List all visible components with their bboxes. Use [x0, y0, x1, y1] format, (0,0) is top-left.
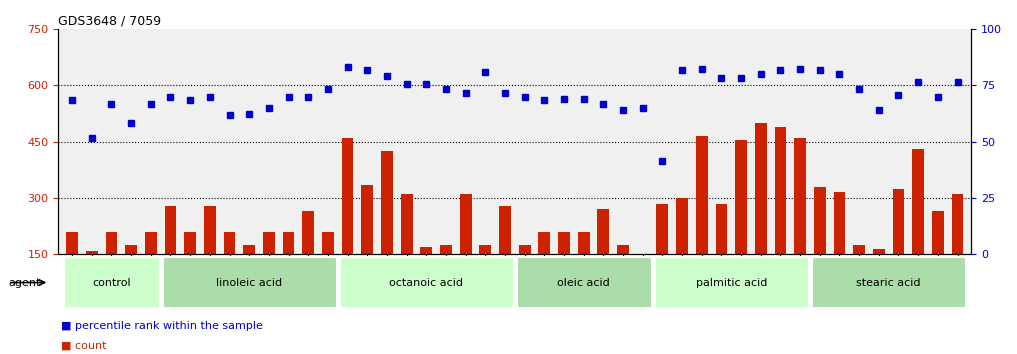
Bar [381, 151, 393, 311]
FancyBboxPatch shape [517, 257, 652, 308]
Bar [224, 232, 235, 311]
Bar [499, 206, 511, 311]
Bar [184, 232, 196, 311]
Bar [283, 232, 295, 311]
Bar [755, 123, 767, 311]
Bar [558, 232, 570, 311]
Bar [912, 149, 924, 311]
Bar [322, 232, 334, 311]
Text: linoleic acid: linoleic acid [217, 278, 283, 287]
Bar [597, 209, 609, 311]
FancyBboxPatch shape [655, 257, 809, 308]
Bar [834, 193, 845, 311]
Bar [853, 245, 865, 311]
Bar [578, 232, 590, 311]
Bar [538, 232, 550, 311]
Bar [932, 211, 944, 311]
Text: stearic acid: stearic acid [856, 278, 920, 287]
Text: oleic acid: oleic acid [557, 278, 610, 287]
Bar [66, 232, 78, 311]
Bar [952, 194, 963, 311]
Bar [735, 140, 746, 311]
Bar [775, 127, 786, 311]
Bar [617, 245, 629, 311]
FancyBboxPatch shape [64, 257, 160, 308]
Bar [519, 245, 531, 311]
Text: agent: agent [8, 278, 41, 287]
Bar [106, 232, 117, 311]
Bar [440, 245, 452, 311]
Text: octanoic acid: octanoic acid [390, 278, 464, 287]
Bar [794, 138, 806, 311]
FancyBboxPatch shape [812, 257, 966, 308]
Bar [85, 251, 98, 311]
Bar [144, 232, 157, 311]
FancyBboxPatch shape [163, 257, 337, 308]
Bar [361, 185, 373, 311]
Bar [204, 206, 216, 311]
Bar [696, 136, 708, 311]
Bar [401, 194, 413, 311]
Bar [657, 204, 668, 311]
Text: control: control [93, 278, 131, 287]
Bar [460, 194, 472, 311]
Bar [302, 211, 314, 311]
Text: palmitic acid: palmitic acid [696, 278, 767, 287]
Bar [676, 198, 687, 311]
Bar [263, 232, 275, 311]
Bar [165, 206, 176, 311]
Bar [125, 245, 137, 311]
Bar [637, 255, 649, 311]
Bar [873, 249, 885, 311]
Bar [893, 189, 904, 311]
Bar [479, 245, 491, 311]
Text: GDS3648 / 7059: GDS3648 / 7059 [58, 15, 162, 28]
Bar [814, 187, 826, 311]
Bar [716, 204, 727, 311]
Bar [342, 138, 354, 311]
Text: ■ percentile rank within the sample: ■ percentile rank within the sample [61, 321, 263, 331]
Text: ■ count: ■ count [61, 341, 107, 350]
Bar [420, 247, 432, 311]
FancyBboxPatch shape [340, 257, 514, 308]
Bar [243, 245, 255, 311]
